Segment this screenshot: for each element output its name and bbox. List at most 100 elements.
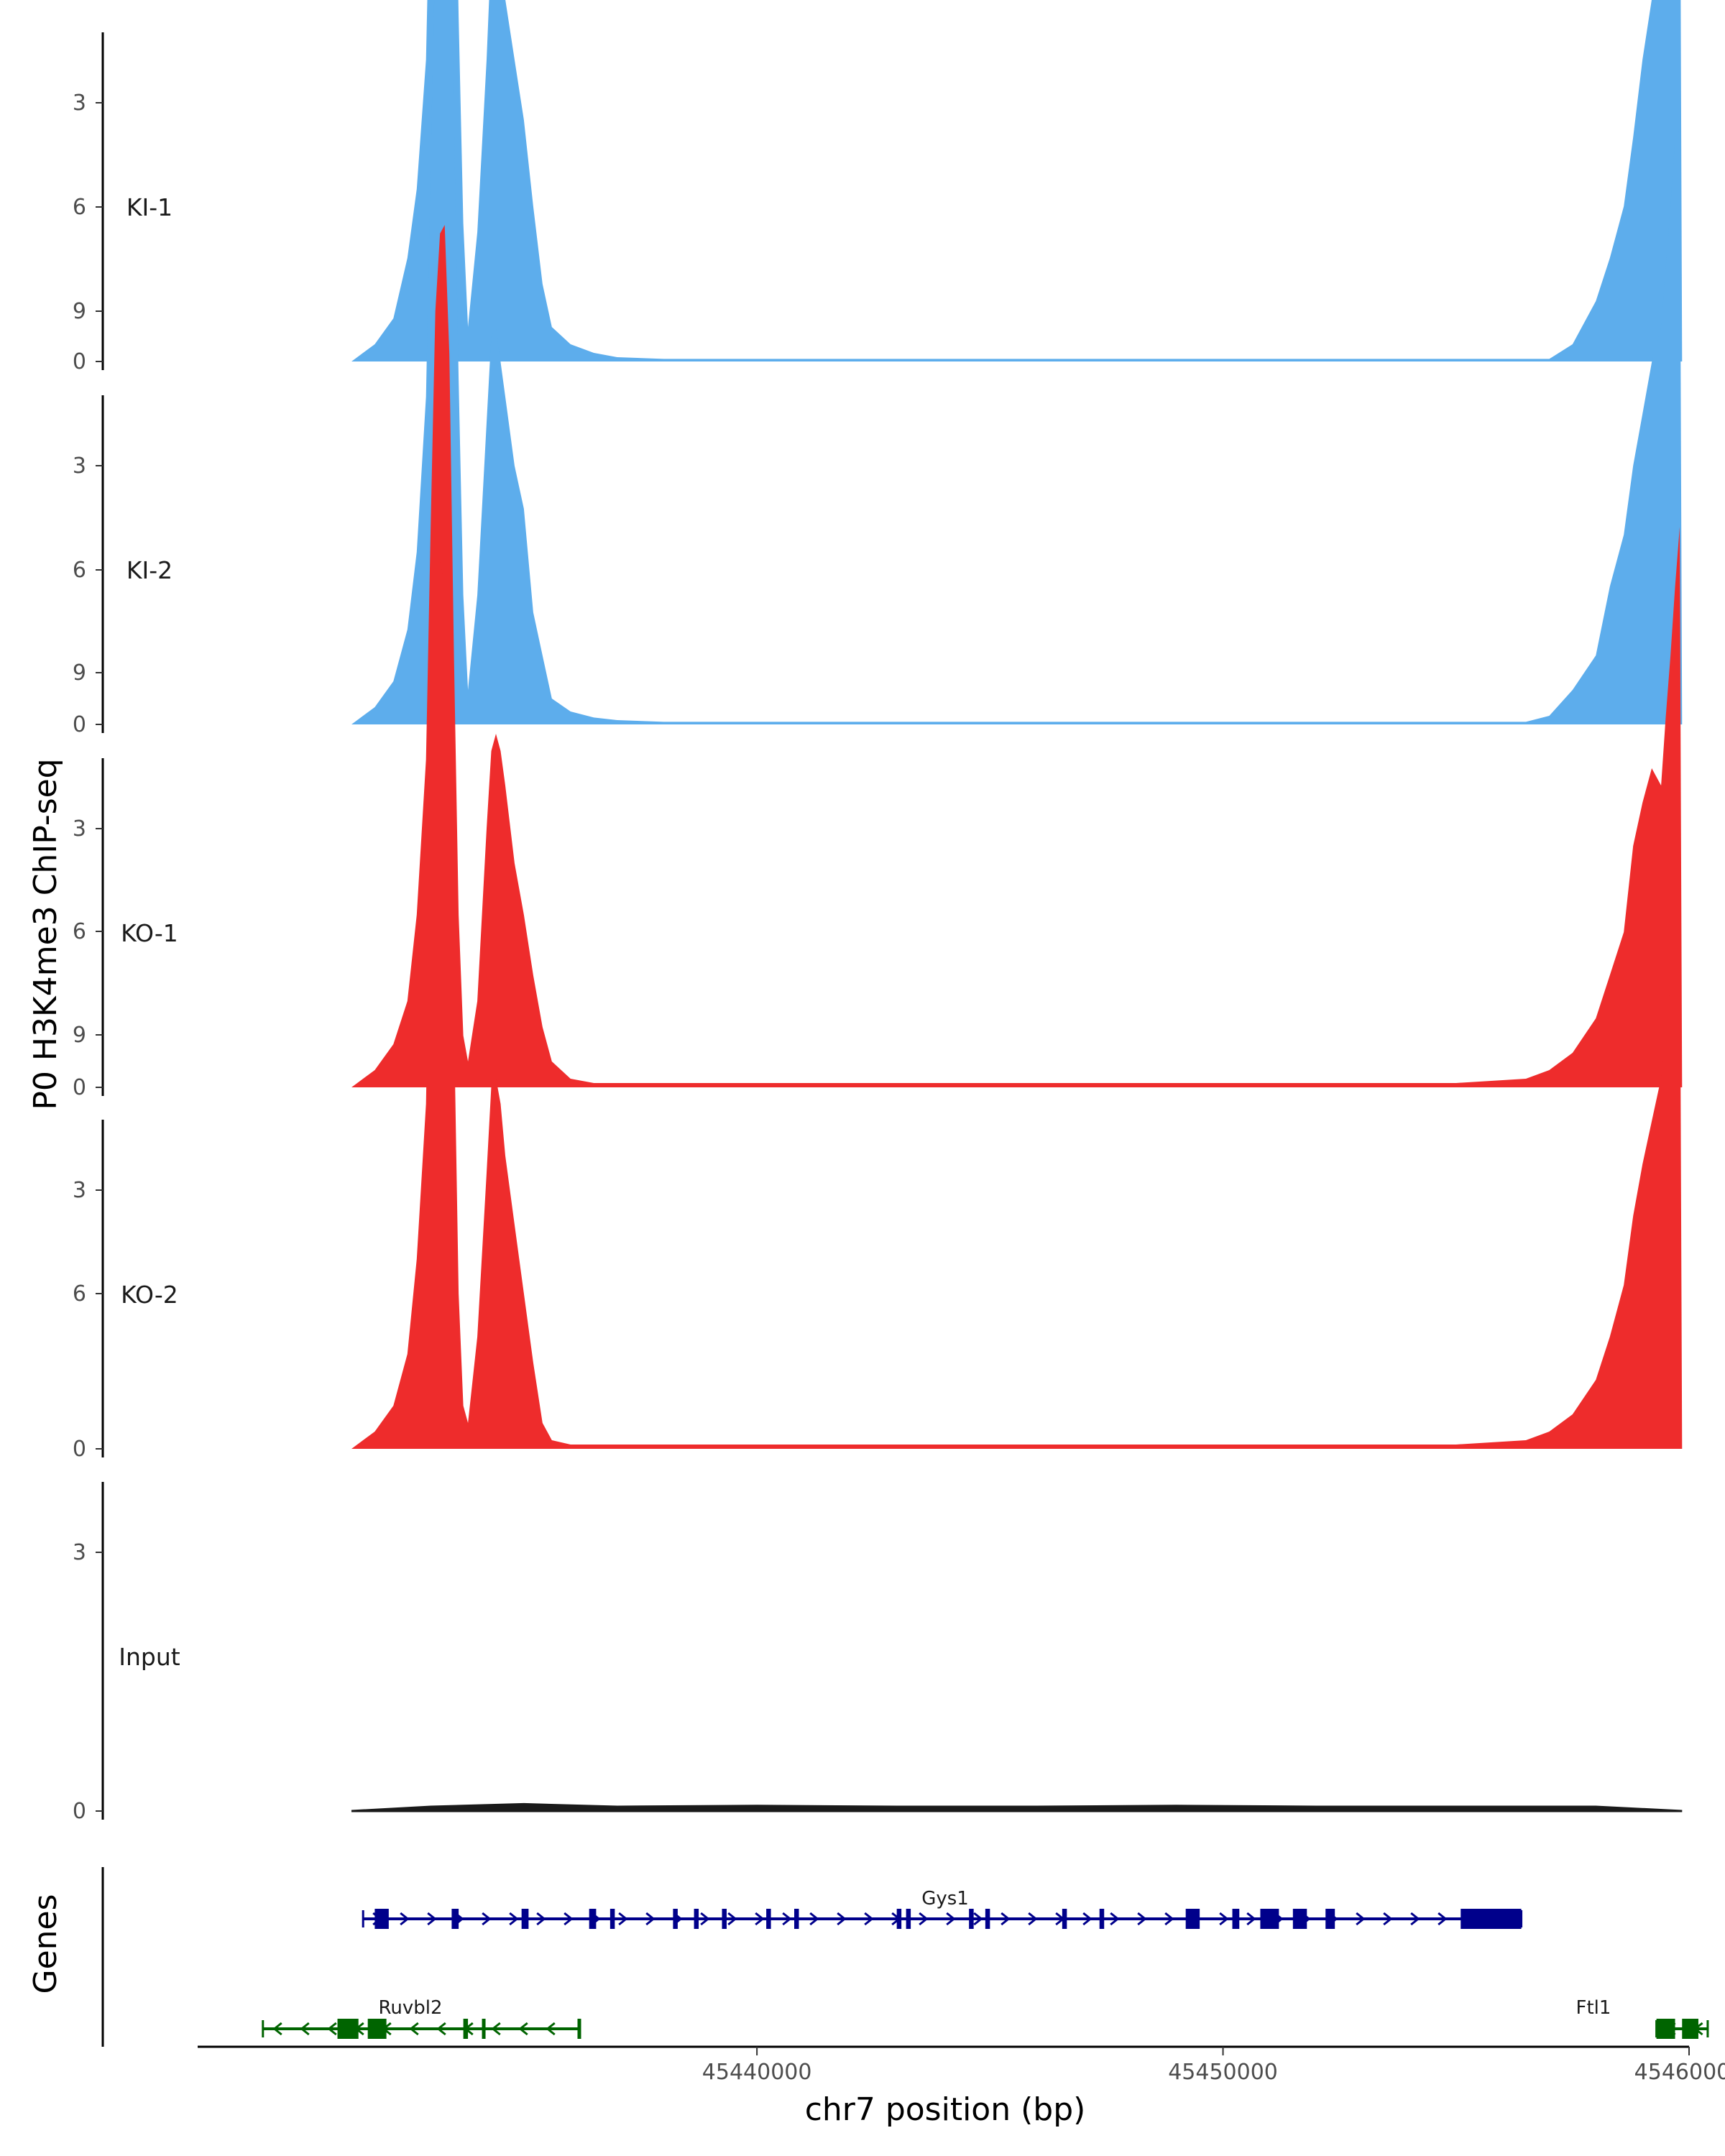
strand-arrow	[1137, 1912, 1147, 1926]
x-tick-label: 45460000	[1634, 2060, 1725, 2085]
exon-block	[906, 1909, 911, 1929]
strand-arrow	[1000, 1912, 1011, 1926]
strand-arrow	[1028, 1912, 1038, 1926]
y-tick-label: 6	[73, 195, 86, 220]
genes-layer: Gys1 Ruvbl2 Ftl1 45440000 45450000 45460000	[101, 1867, 1725, 2085]
exon-block	[722, 1909, 727, 1929]
exon-block	[1185, 1909, 1200, 1929]
exon-block	[985, 1909, 990, 1929]
exon-block	[521, 1909, 529, 1929]
strand-arrow	[518, 2022, 528, 2036]
series-area-input	[351, 1802, 1683, 1812]
exon-block	[673, 1909, 678, 1929]
x-tick-label: 45440000	[702, 2060, 812, 2085]
series-area-ko-2	[351, 561, 1683, 1449]
exon-block	[589, 1909, 597, 1929]
y-axis-title: P0 H3K4me3 ChIP-seq	[27, 758, 64, 1110]
exon-block	[766, 1909, 771, 1929]
y-tick-label: 3	[73, 91, 86, 116]
exon-block	[610, 1909, 615, 1929]
gene-gys1: Gys1	[362, 1888, 1523, 1929]
tracks-layer: 0369KI-10369KI-20369KO-10369KO-20369Inpu…	[73, 0, 1683, 1824]
track-panel: 0 3 6 9 KI-1	[73, 0, 1683, 374]
strand-arrow	[546, 2022, 556, 2036]
x-axis-title: chr7 position (bp)	[805, 2091, 1086, 2128]
y-tick-label: 3	[73, 453, 86, 479]
track-label: KI-1	[126, 193, 172, 221]
exon-block	[482, 2019, 486, 2039]
y-tick-label: 9	[73, 299, 86, 324]
strand-arrow	[509, 1912, 519, 1926]
track-panel: 0 3 6 9 KO-2	[73, 561, 1683, 1462]
strand-arrow	[727, 1912, 737, 1926]
strand-arrow	[1110, 1912, 1120, 1926]
strand-arrow	[618, 1912, 628, 1926]
strand-arrow	[782, 1912, 792, 1926]
strand-arrow	[700, 1912, 710, 1926]
exon-block	[1292, 1909, 1307, 1929]
y-tick-label: 3	[73, 816, 86, 842]
gene-ftl1: Ftl1	[1576, 1997, 1709, 2039]
y-tick-label: 9	[73, 660, 86, 686]
exon-block	[1460, 1909, 1522, 1929]
strand-arrow	[919, 1912, 929, 1926]
exon-block	[1099, 1909, 1105, 1929]
exon-block	[694, 1909, 699, 1929]
strand-arrow	[809, 1912, 819, 1926]
track-panel: 0 3 6 9 KO-1	[73, 225, 1683, 1100]
strand-arrow	[564, 1912, 574, 1926]
strand-arrow	[327, 2022, 337, 2036]
strand-arrow	[1410, 1912, 1420, 1926]
exon-block	[1232, 1909, 1240, 1929]
exon-block	[337, 2019, 359, 2039]
series-area-ki-2	[351, 0, 1683, 724]
strand-arrow	[1356, 1912, 1366, 1926]
y-tick-label: 0	[73, 1075, 86, 1100]
strand-arrow	[1383, 1912, 1393, 1926]
exon-block	[1260, 1909, 1279, 1929]
strand-arrow	[1246, 1912, 1256, 1926]
exon-block	[367, 2019, 387, 2039]
strand-arrow	[1438, 1912, 1448, 1926]
y-tick-label: 3	[73, 1178, 86, 1203]
track-label: KI-2	[126, 556, 172, 584]
strand-arrow	[436, 2022, 446, 2036]
y-tick-label: 0	[73, 712, 86, 737]
gene-label: Ruvbl2	[378, 1997, 442, 2019]
strand-arrow	[1082, 1912, 1092, 1926]
strand-arrow	[536, 1912, 546, 1926]
y-tick-label: 0	[73, 1437, 86, 1462]
exon-block	[1325, 1909, 1335, 1929]
exon-block	[969, 1909, 974, 1929]
genes-axis-title: Genes	[27, 1894, 64, 1994]
strand-arrow	[491, 2022, 501, 2036]
exon-block	[1656, 2019, 1675, 2039]
strand-arrow	[482, 1912, 492, 1926]
y-tick-label: 6	[73, 558, 86, 583]
y-tick-label: 0	[73, 1799, 86, 1824]
gene-label: Gys1	[921, 1888, 969, 1909]
strand-arrow	[755, 1912, 765, 1926]
exon-block	[896, 1909, 902, 1929]
exon-block	[577, 2019, 581, 2039]
strand-arrow	[837, 1912, 847, 1926]
gene-ruvbl2: Ruvbl2	[262, 1997, 581, 2039]
series-area-ki-1	[351, 0, 1683, 361]
exon-block	[463, 2019, 469, 2039]
exon-block	[451, 1909, 459, 1929]
y-tick-label: 0	[73, 349, 86, 374]
strand-arrow	[409, 2022, 419, 2036]
track-label: Input	[119, 1643, 180, 1671]
y-tick-label: 3	[73, 1540, 86, 1565]
strand-arrow	[1164, 1912, 1174, 1926]
exon-block	[374, 1909, 389, 1929]
strand-arrow	[946, 1912, 956, 1926]
y-tick-label: 9	[73, 1023, 86, 1048]
strand-arrow	[973, 1912, 983, 1926]
track-panel: 0 3 6 9 KI-2	[73, 0, 1683, 737]
x-tick-label: 45450000	[1168, 2060, 1278, 2085]
track-panel: 0 3 6 9 Input	[73, 1023, 1683, 1824]
exon-block	[794, 1909, 799, 1929]
strand-arrow	[1219, 1912, 1229, 1926]
